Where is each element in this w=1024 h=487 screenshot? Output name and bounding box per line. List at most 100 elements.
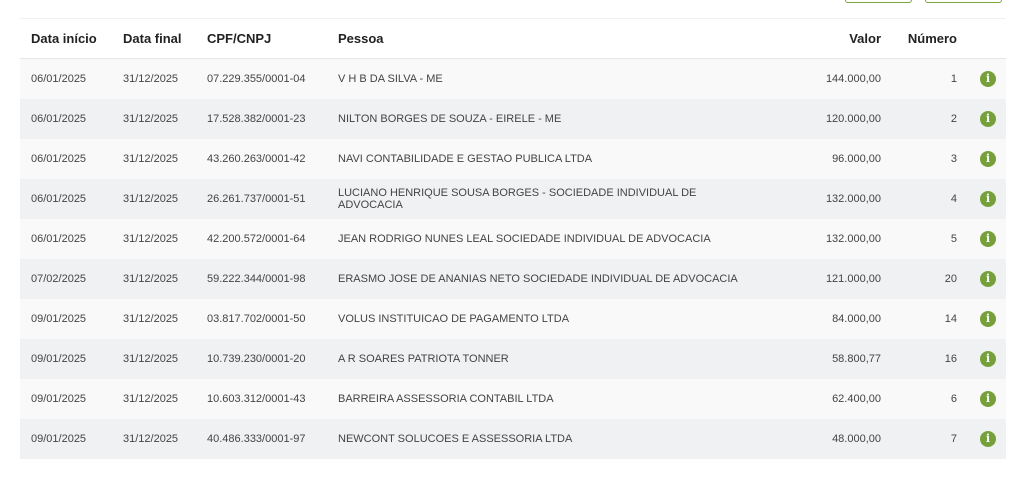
cell-end-date: 31/12/2025 — [112, 179, 196, 219]
cell-end-date: 31/12/2025 — [112, 259, 196, 299]
cell-number: 6 — [881, 379, 957, 419]
cell-person: V H B DA SILVA - ME — [327, 58, 760, 99]
cell-person: A R SOARES PATRIOTA TONNER — [327, 339, 760, 379]
table-row[interactable]: 06/01/2025 31/12/2025 42.200.572/0001-64 JE… — [20, 219, 1006, 259]
cell-actions: i — [957, 299, 1006, 339]
info-icon[interactable]: i — [980, 351, 996, 367]
cell-actions: i — [957, 58, 1006, 99]
cell-cpf-cnpj: 43.260.263/0001-42 — [196, 139, 327, 179]
table-row[interactable]: 09/01/2025 31/12/2025 40.486.333/0001-97 NE… — [20, 419, 1006, 459]
table-row[interactable]: 09/01/2025 31/12/2025 10.739.230/0001-20 A … — [20, 339, 1006, 379]
cell-actions: i — [957, 419, 1006, 459]
cell-number: 4 — [881, 179, 957, 219]
cell-value: 58.800,77 — [760, 339, 881, 379]
cell-number: 7 — [881, 419, 957, 459]
cell-actions: i — [957, 379, 1006, 419]
cell-end-date: 31/12/2025 — [112, 99, 196, 139]
header-end-date[interactable]: Data final — [112, 18, 196, 59]
cell-start-date: 09/01/2025 — [20, 419, 112, 459]
cell-number: 20 — [881, 259, 957, 299]
cell-value: 132.000,00 — [760, 179, 881, 219]
cell-actions: i — [957, 219, 1006, 259]
cell-cpf-cnpj: 17.528.382/0001-23 — [196, 99, 327, 139]
info-icon[interactable]: i — [980, 271, 996, 287]
info-icon[interactable]: i — [980, 191, 996, 207]
table-row[interactable]: 06/01/2025 31/12/2025 43.260.263/0001-42 NA… — [20, 139, 1006, 179]
cell-person: NAVI CONTABILIDADE E GESTAO PUBLICA LTDA — [327, 139, 760, 179]
cell-end-date: 31/12/2025 — [112, 339, 196, 379]
cell-value: 132.000,00 — [760, 219, 881, 259]
cell-number: 2 — [881, 99, 957, 139]
cell-cpf-cnpj: 10.739.230/0001-20 — [196, 339, 327, 379]
info-icon[interactable]: i — [980, 231, 996, 247]
header-person[interactable]: Pessoa — [327, 18, 760, 59]
cell-number: 5 — [881, 219, 957, 259]
cell-person: ERASMO JOSE DE ANANIAS NETO SOCIEDADE IN… — [327, 259, 760, 299]
cell-actions: i — [957, 259, 1006, 299]
cell-value: 84.000,00 — [760, 299, 881, 339]
cell-person: NILTON BORGES DE SOUZA - EIRELE - ME — [327, 99, 760, 139]
top-action-button-1[interactable] — [845, 0, 912, 3]
info-icon[interactable]: i — [980, 71, 996, 87]
cell-number: 3 — [881, 139, 957, 179]
cell-person: JEAN RODRIGO NUNES LEAL SOCIEDADE INDIVI… — [327, 219, 760, 259]
cell-number: 1 — [881, 58, 957, 99]
header-start-date[interactable]: Data início — [20, 18, 112, 59]
cell-cpf-cnpj: 59.222.344/0001-98 — [196, 259, 327, 299]
cell-actions: i — [957, 179, 1006, 219]
cell-value: 48.000,00 — [760, 419, 881, 459]
cell-start-date: 07/02/2025 — [20, 259, 112, 299]
cell-cpf-cnpj: 07.229.355/0001-04 — [196, 58, 327, 99]
info-icon[interactable]: i — [980, 311, 996, 327]
header-value[interactable]: Valor — [760, 18, 881, 59]
contracts-table: Data início Data final CPF/CNPJ Pessoa V… — [20, 18, 1006, 459]
cell-cpf-cnpj: 26.261.737/0001-51 — [196, 179, 327, 219]
cell-person: NEWCONT SOLUCOES E ASSESSORIA LTDA — [327, 419, 760, 459]
table-row[interactable]: 06/01/2025 31/12/2025 26.261.737/0001-51 LU… — [20, 179, 1006, 219]
cell-end-date: 31/12/2025 — [112, 299, 196, 339]
cell-start-date: 09/01/2025 — [20, 339, 112, 379]
cell-value: 121.000,00 — [760, 259, 881, 299]
table-row[interactable]: 09/01/2025 31/12/2025 10.603.312/0001-43 BA… — [20, 379, 1006, 419]
cell-actions: i — [957, 139, 1006, 179]
cell-cpf-cnpj: 40.486.333/0001-97 — [196, 419, 327, 459]
cell-start-date: 06/01/2025 — [20, 58, 112, 99]
cell-end-date: 31/12/2025 — [112, 379, 196, 419]
cell-end-date: 31/12/2025 — [112, 219, 196, 259]
header-actions — [957, 18, 1006, 59]
cell-start-date: 06/01/2025 — [20, 219, 112, 259]
info-icon[interactable]: i — [980, 151, 996, 167]
info-icon[interactable]: i — [980, 431, 996, 447]
cell-value: 144.000,00 — [760, 58, 881, 99]
cell-start-date: 06/01/2025 — [20, 99, 112, 139]
table-header: Data início Data final CPF/CNPJ Pessoa V… — [20, 18, 1006, 59]
top-action-button-2[interactable] — [925, 0, 1002, 3]
cell-end-date: 31/12/2025 — [112, 139, 196, 179]
cell-value: 62.400,00 — [760, 379, 881, 419]
table-row[interactable]: 09/01/2025 31/12/2025 03.817.702/0001-50 VO… — [20, 299, 1006, 339]
cell-cpf-cnpj: 03.817.702/0001-50 — [196, 299, 327, 339]
table-row[interactable]: 07/02/2025 31/12/2025 59.222.344/0001-98 ER… — [20, 259, 1006, 299]
cell-number: 14 — [881, 299, 957, 339]
info-icon[interactable]: i — [980, 111, 996, 127]
cell-person: LUCIANO HENRIQUE SOUSA BORGES - SOCIEDAD… — [327, 179, 760, 219]
cell-person: BARREIRA ASSESSORIA CONTABIL LTDA — [327, 379, 760, 419]
info-icon[interactable]: i — [980, 391, 996, 407]
cell-cpf-cnpj: 10.603.312/0001-43 — [196, 379, 327, 419]
cell-actions: i — [957, 99, 1006, 139]
table-row[interactable]: 06/01/2025 31/12/2025 17.528.382/0001-23 NI… — [20, 99, 1006, 139]
cell-start-date: 09/01/2025 — [20, 379, 112, 419]
cell-cpf-cnpj: 42.200.572/0001-64 — [196, 219, 327, 259]
header-number[interactable]: Número — [881, 18, 957, 59]
cell-person: VOLUS INSTITUICAO DE PAGAMENTO LTDA — [327, 299, 760, 339]
cell-end-date: 31/12/2025 — [112, 419, 196, 459]
cell-value: 120.000,00 — [760, 99, 881, 139]
cell-end-date: 31/12/2025 — [112, 58, 196, 99]
cell-start-date: 06/01/2025 — [20, 179, 112, 219]
cell-actions: i — [957, 339, 1006, 379]
cell-start-date: 09/01/2025 — [20, 299, 112, 339]
table-row[interactable]: 06/01/2025 31/12/2025 07.229.355/0001-04 V … — [20, 58, 1006, 99]
cell-value: 96.000,00 — [760, 139, 881, 179]
header-cpf-cnpj[interactable]: CPF/CNPJ — [196, 18, 327, 59]
cell-start-date: 06/01/2025 — [20, 139, 112, 179]
